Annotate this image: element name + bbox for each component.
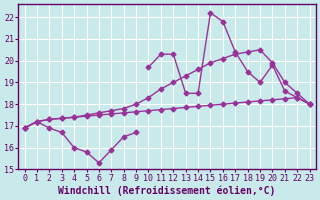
X-axis label: Windchill (Refroidissement éolien,°C): Windchill (Refroidissement éolien,°C): [58, 185, 276, 196]
